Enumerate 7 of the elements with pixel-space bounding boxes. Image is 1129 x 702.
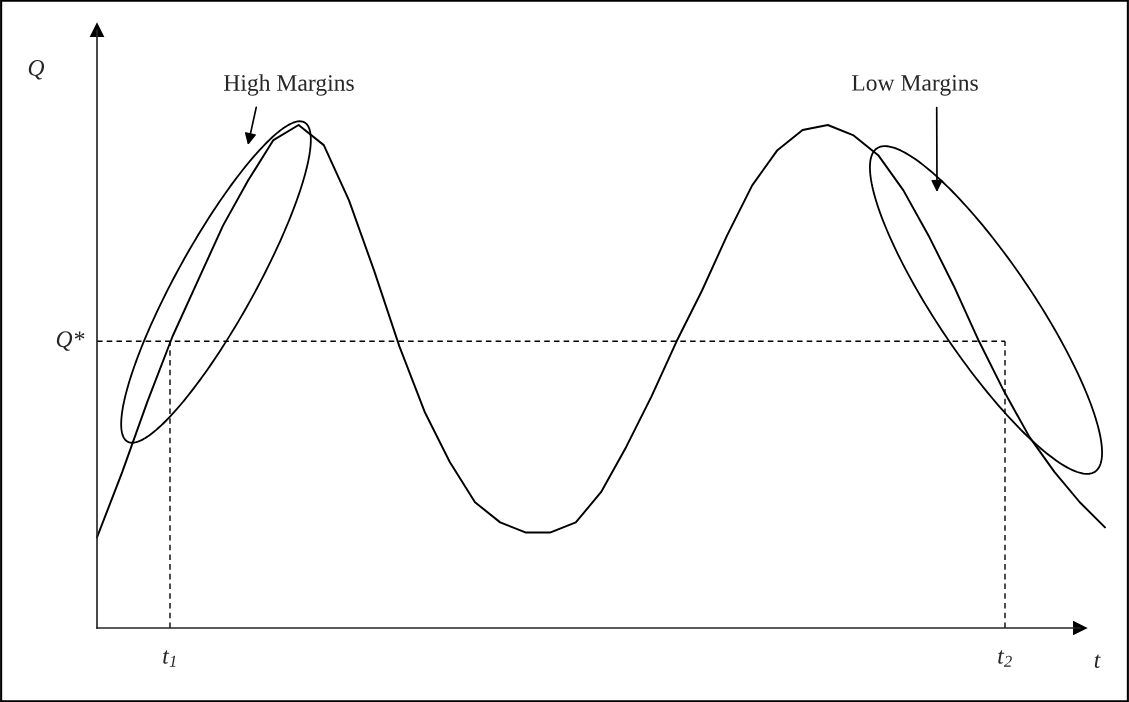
text: t$_{2}$ xyxy=(998,650,1012,667)
text: High Margins xyxy=(223,74,354,96)
y-axis-title: Q xyxy=(28,60,45,80)
text: Low Margins xyxy=(851,74,978,96)
text: t$_{1}$ xyxy=(163,650,176,667)
x-axis-title: t xyxy=(1094,654,1101,668)
ref-line-label: Q* xyxy=(56,331,85,351)
